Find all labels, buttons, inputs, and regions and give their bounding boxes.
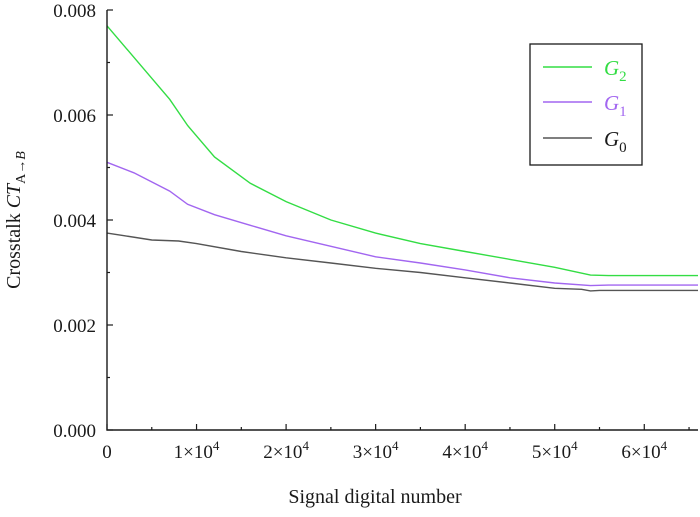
x-tick-label: 0 <box>102 442 112 463</box>
x-tick-label: 4×104 <box>442 438 488 463</box>
series-layer <box>106 25 698 292</box>
y-axis-title-prefix: Crosstalk <box>3 208 25 289</box>
ticks-layer: 0 1×104 2×104 3×104 4×104 5×104 6×104 0.000 0.00… <box>53 1 690 463</box>
y-axis-title-subscript-a: A <box>14 173 29 184</box>
legend-label-g2: G2 <box>604 56 627 85</box>
y-tick-label: 0.008 <box>53 1 96 22</box>
x-tick-label: 6×104 <box>621 438 667 463</box>
x-axis-title: Signal digital number <box>288 486 462 508</box>
x-tick-label: 5×104 <box>532 438 578 463</box>
legend-box <box>529 43 643 166</box>
y-axis-title-symbol: CT <box>3 182 25 208</box>
y-axis-title-subscript-b: B <box>14 151 29 160</box>
legend: G2 G1 G0 <box>529 43 643 166</box>
series-line-g1 <box>106 161 698 287</box>
y-tick-label: 0.004 <box>53 211 96 232</box>
series-line-g2 <box>106 25 698 277</box>
series-line-g0 <box>106 232 698 292</box>
legend-label-g0: G0 <box>604 127 627 156</box>
y-tick-label: 0.000 <box>53 421 96 442</box>
y-tick-label: 0.002 <box>53 316 96 337</box>
legend-label-g1: G1 <box>604 91 627 120</box>
y-axis-title: Crosstalk CTA→B <box>3 151 29 289</box>
x-tick-label: 3×104 <box>353 438 399 463</box>
x-tick-label: 2×104 <box>263 438 309 463</box>
x-tick-label: 1×104 <box>174 438 220 463</box>
y-axis-title-arrow: → <box>14 160 29 174</box>
y-tick-label: 0.006 <box>53 106 96 127</box>
